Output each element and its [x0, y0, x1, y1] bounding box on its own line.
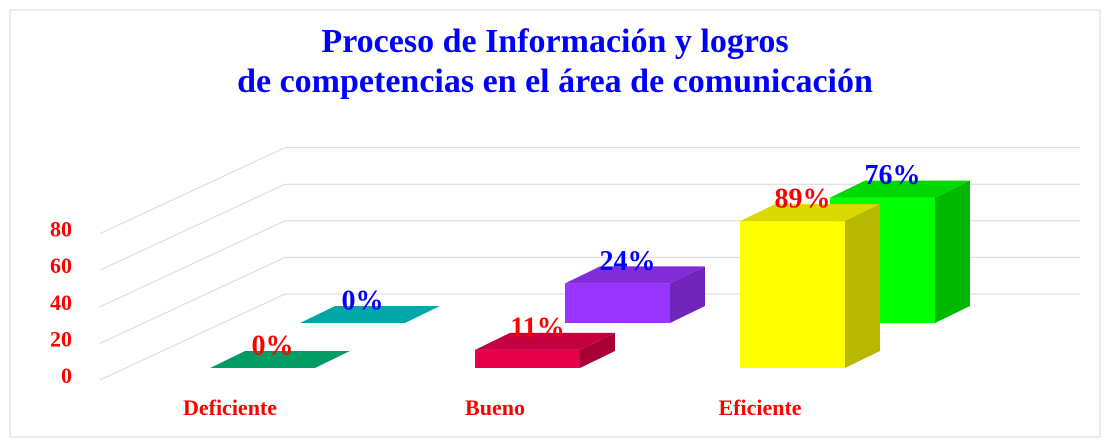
data-label: 76%	[865, 160, 921, 191]
data-label: 0%	[252, 330, 294, 361]
bar	[300, 306, 440, 323]
data-label: 11%	[510, 312, 564, 343]
bar	[475, 332, 615, 368]
bar	[565, 266, 705, 323]
data-label: 24%	[600, 246, 656, 277]
bar-front	[740, 221, 845, 368]
x-tick-label: Eficiente	[718, 395, 801, 420]
bar-side	[845, 204, 880, 368]
bar-side	[670, 266, 705, 323]
bar-top	[740, 204, 880, 222]
bar-top	[830, 180, 970, 198]
chart-title: Proceso de Información y logros de compet…	[237, 23, 873, 100]
bar-side	[580, 332, 615, 368]
data-label: 0%	[342, 285, 384, 316]
bar-top	[475, 332, 615, 350]
bar-front	[565, 283, 670, 323]
y-tick-label: 20	[50, 326, 72, 351]
bar-top	[300, 306, 440, 323]
bar-top	[210, 351, 350, 368]
bar-top	[565, 266, 705, 284]
y-tick-label: 40	[50, 290, 72, 315]
data-label: 89%	[775, 184, 831, 215]
y-tick-label: 0	[61, 363, 72, 388]
bar	[210, 351, 350, 368]
x-tick-label: Bueno	[465, 395, 525, 420]
bar-front	[475, 349, 580, 368]
bar-side	[935, 180, 970, 323]
y-tick-label: 80	[50, 217, 72, 242]
grid-line	[99, 183, 1080, 271]
grid-line	[99, 147, 1080, 235]
x-tick-label: Deficiente	[183, 395, 277, 420]
bar	[740, 204, 880, 368]
y-tick-label: 60	[50, 253, 72, 278]
